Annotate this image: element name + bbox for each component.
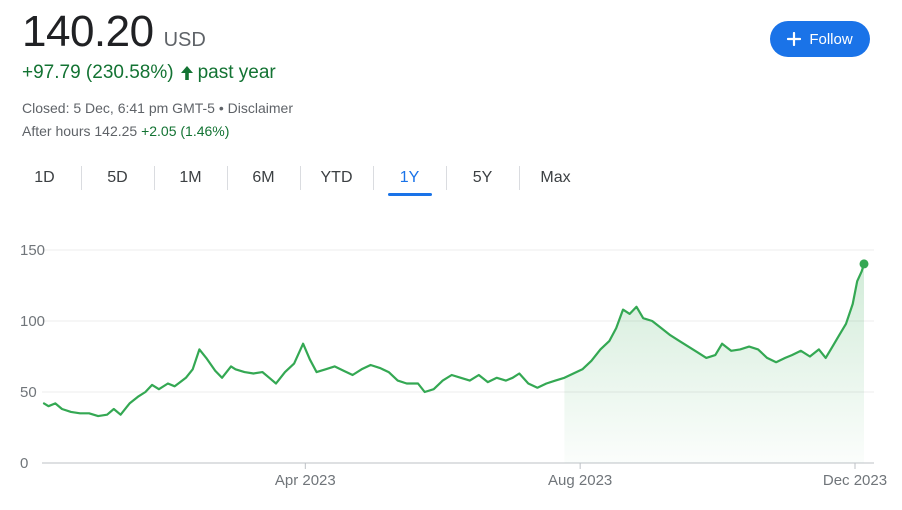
change-period: past year — [197, 62, 276, 83]
follow-button[interactable]: Follow — [770, 21, 870, 57]
y-tick-label: 50 — [20, 384, 37, 401]
tab-5d[interactable]: 5D — [81, 158, 154, 198]
tab-6m[interactable]: 6M — [227, 158, 300, 198]
plus-icon — [787, 32, 802, 46]
after-hours-row: After hours 142.25 +2.05 (1.46%) — [22, 123, 229, 139]
tab-max[interactable]: Max — [519, 158, 592, 198]
price-change: +97.79 (230.58%) past year — [22, 62, 276, 84]
tab-1d[interactable]: 1D — [34, 169, 55, 186]
change-value: +97.79 (230.58%) — [22, 62, 174, 83]
x-tick-label: Dec 2023 — [823, 472, 887, 489]
price-area — [564, 263, 864, 463]
y-tick-label: 100 — [20, 313, 45, 330]
last-price-point — [859, 259, 869, 269]
current-price: 140.20 — [22, 7, 154, 56]
after-hours-change: +2.05 (1.46%) — [141, 123, 230, 139]
price-row: 140.20 USD — [22, 6, 206, 58]
range-tabs: 1D 5D 1M 6M YTD 1Y 5Y Max — [8, 158, 592, 198]
tab-1y[interactable]: 1Y — [373, 158, 446, 198]
x-tick-label: Aug 2023 — [548, 472, 612, 489]
price-line — [42, 262, 866, 418]
tab-ytd[interactable]: YTD — [300, 158, 373, 198]
x-tick-label: Apr 2023 — [275, 472, 336, 489]
tab-5y[interactable]: 5Y — [446, 158, 519, 198]
tab-1m[interactable]: 1M — [154, 158, 227, 198]
y-tick-label: 150 — [20, 242, 45, 259]
y-tick-label: 0 — [20, 455, 28, 472]
price-chart[interactable]: 0 50 100 150 Apr 2023 Aug 2023 Dec 2023 — [0, 210, 902, 510]
arrow-up-icon — [180, 65, 194, 81]
closed-text: Closed: 5 Dec, 6:41 pm GMT-5 • Disclaime… — [22, 100, 293, 116]
follow-label: Follow — [809, 30, 853, 48]
currency-label: USD — [163, 29, 206, 51]
after-hours-label: After hours 142.25 — [22, 123, 138, 139]
